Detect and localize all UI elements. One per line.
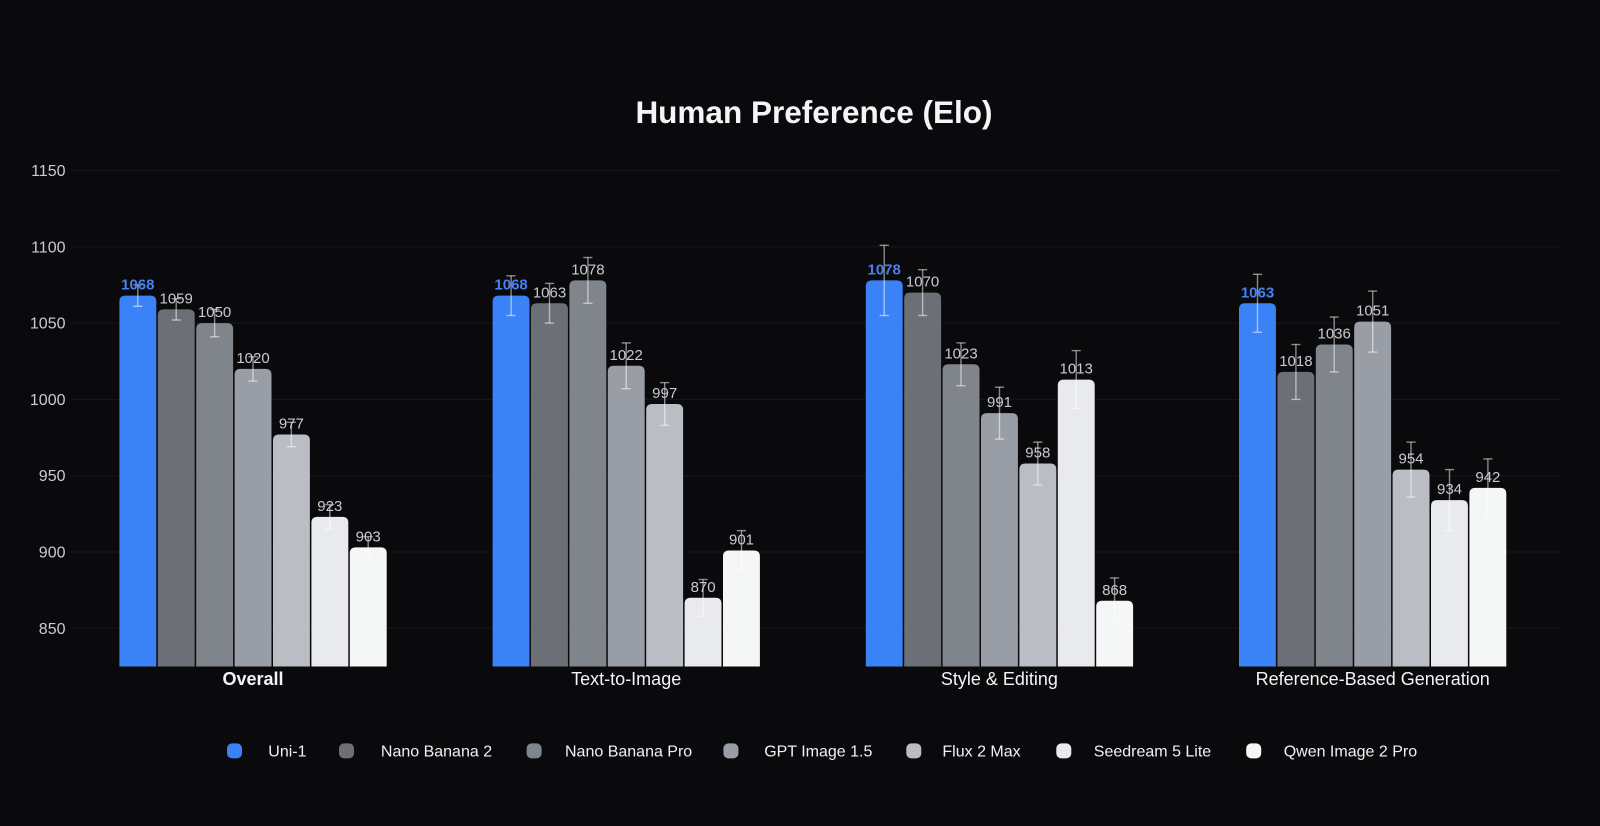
svg-text:1059: 1059 (160, 290, 193, 307)
svg-text:Seedream 5 Lite: Seedream 5 Lite (1094, 744, 1212, 761)
svg-text:Uni-1: Uni-1 (268, 744, 306, 761)
svg-text:1068: 1068 (121, 277, 154, 294)
svg-text:950: 950 (39, 468, 66, 485)
svg-text:Overall: Overall (222, 669, 283, 689)
svg-text:GPT Image 1.5: GPT Image 1.5 (764, 744, 872, 761)
svg-text:900: 900 (39, 545, 66, 562)
svg-text:934: 934 (1437, 481, 1462, 498)
svg-text:901: 901 (729, 532, 754, 549)
svg-text:1050: 1050 (198, 304, 231, 321)
svg-text:1020: 1020 (236, 350, 269, 367)
svg-text:Flux 2 Max: Flux 2 Max (942, 744, 1020, 761)
svg-text:Qwen Image 2 Pro: Qwen Image 2 Pro (1284, 744, 1418, 761)
svg-text:1063: 1063 (533, 284, 566, 301)
svg-text:977: 977 (279, 416, 304, 433)
svg-text:923: 923 (317, 498, 342, 515)
svg-text:1150: 1150 (31, 163, 66, 180)
svg-text:Nano Banana Pro: Nano Banana Pro (565, 744, 692, 761)
svg-text:1050: 1050 (30, 316, 66, 333)
svg-text:Text-to-Image: Text-to-Image (571, 669, 681, 689)
svg-text:Reference-Based Generation: Reference-Based Generation (1256, 669, 1490, 689)
svg-text:1051: 1051 (1356, 303, 1389, 320)
svg-text:868: 868 (1102, 582, 1127, 599)
svg-text:850: 850 (39, 621, 66, 638)
svg-text:1023: 1023 (944, 345, 977, 362)
svg-text:Style & Editing: Style & Editing (941, 669, 1058, 689)
svg-text:958: 958 (1025, 445, 1050, 462)
svg-text:1063: 1063 (1241, 284, 1274, 301)
svg-text:991: 991 (987, 394, 1012, 411)
svg-text:1068: 1068 (494, 277, 527, 294)
svg-text:1100: 1100 (31, 239, 66, 256)
svg-text:1078: 1078 (571, 261, 604, 278)
svg-text:1078: 1078 (868, 261, 901, 278)
svg-text:1036: 1036 (1318, 326, 1351, 343)
svg-text:870: 870 (691, 579, 716, 596)
svg-text:1022: 1022 (610, 347, 643, 364)
svg-text:954: 954 (1398, 451, 1423, 468)
svg-text:1013: 1013 (1060, 361, 1093, 378)
svg-text:942: 942 (1475, 469, 1500, 486)
svg-text:997: 997 (652, 385, 677, 402)
svg-text:1018: 1018 (1279, 353, 1312, 370)
svg-text:1070: 1070 (906, 274, 939, 291)
svg-text:1000: 1000 (30, 392, 66, 409)
svg-text:903: 903 (356, 528, 381, 545)
svg-text:Nano Banana 2: Nano Banana 2 (381, 744, 492, 761)
svg-text:Human Preference (Elo): Human Preference (Elo) (635, 94, 992, 130)
